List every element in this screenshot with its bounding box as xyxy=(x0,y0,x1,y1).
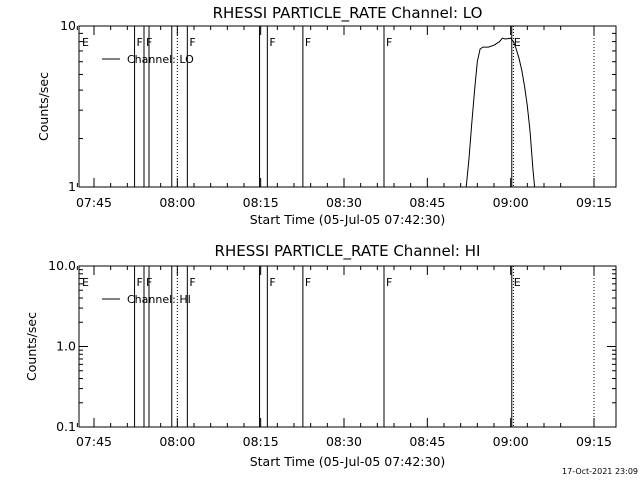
panel-1-xtick-label: 08:15 xyxy=(243,195,279,210)
panel-2-flag-label: E xyxy=(514,276,521,289)
panel-2-xtick-label: 08:15 xyxy=(243,434,279,449)
panel-2-xtick-label: 07:45 xyxy=(76,434,112,449)
panel-1-title: RHESSI PARTICLE_RATE Channel: LO xyxy=(213,4,483,23)
panel-2-ytick-label: 10.0 xyxy=(48,258,76,273)
panel-1-ytick-label: 10 xyxy=(60,18,76,33)
panel-1-xtick-label: 08:45 xyxy=(409,195,445,210)
panel-2-xtick-label: 08:45 xyxy=(409,434,445,449)
panel-1-xtick-label: 09:15 xyxy=(576,195,612,210)
panel-1-xtick-label: 09:00 xyxy=(493,195,529,210)
panel-1-flag-label: F xyxy=(137,36,143,49)
panel-1-legend-label: Channel: LO xyxy=(127,53,194,66)
panel-1-plot-frame xyxy=(78,25,617,188)
panel-2-flag-label: F xyxy=(137,276,143,289)
panel-2-ytick-label: 1.0 xyxy=(56,339,76,354)
footer-timestamp: 17-Oct-2021 23:09 xyxy=(562,467,638,476)
panel-1-flag-label: F xyxy=(386,36,392,49)
panel-2-flag-label: F xyxy=(386,276,392,289)
panel-1-xtick-label: 07:45 xyxy=(76,195,112,210)
panel-2-flag-label: F xyxy=(305,276,311,289)
panel-2-flag-label: F xyxy=(269,276,275,289)
panel-2-title: RHESSI PARTICLE_RATE Channel: HI xyxy=(215,242,481,261)
panel-1-x-axis-label: Start Time (05-Jul-05 07:42:30) xyxy=(250,212,446,227)
panel-1-flag-label: E xyxy=(82,36,89,49)
panel-2-xtick-label: 09:00 xyxy=(493,434,529,449)
panel-2-legend-label: Channel: HI xyxy=(127,293,191,306)
panel-2-ytick-label: 0.1 xyxy=(56,419,76,434)
panel-1-chart: RHESSI PARTICLE_RATE Channel: LO 1 10 07:45… xyxy=(36,4,617,227)
panel-2-plot-frame xyxy=(78,265,617,428)
panel-1-flag-label: E xyxy=(514,36,521,49)
panel-2-xtick-label: 09:15 xyxy=(576,434,612,449)
panel-1-flag-label: F xyxy=(269,36,275,49)
panel-2-flag-label: E xyxy=(82,276,89,289)
panel-1-flag-label: F xyxy=(189,36,195,49)
panel-2-x-axis-label: Start Time (05-Jul-05 07:42:30) xyxy=(250,454,446,469)
panel-2-chart: RHESSI PARTICLE_RATE Channel: HI 0.1 1.0 10… xyxy=(24,242,617,469)
panel-1-series-line xyxy=(465,37,536,188)
panel-2-y-axis-label: Counts/sec xyxy=(24,312,39,381)
panel-1-xtick-label: 08:30 xyxy=(326,195,362,210)
panel-2-flag-label: F xyxy=(189,276,195,289)
panel-1-xtick-label: 08:00 xyxy=(159,195,195,210)
panel-1-flag-label: F xyxy=(305,36,311,49)
panel-2-xtick-label: 08:00 xyxy=(159,434,195,449)
panel-1-ytick-label: 1 xyxy=(68,179,76,194)
panel-1-y-axis-label: Counts/sec xyxy=(36,72,51,141)
panel-2-xtick-label: 08:30 xyxy=(326,434,362,449)
